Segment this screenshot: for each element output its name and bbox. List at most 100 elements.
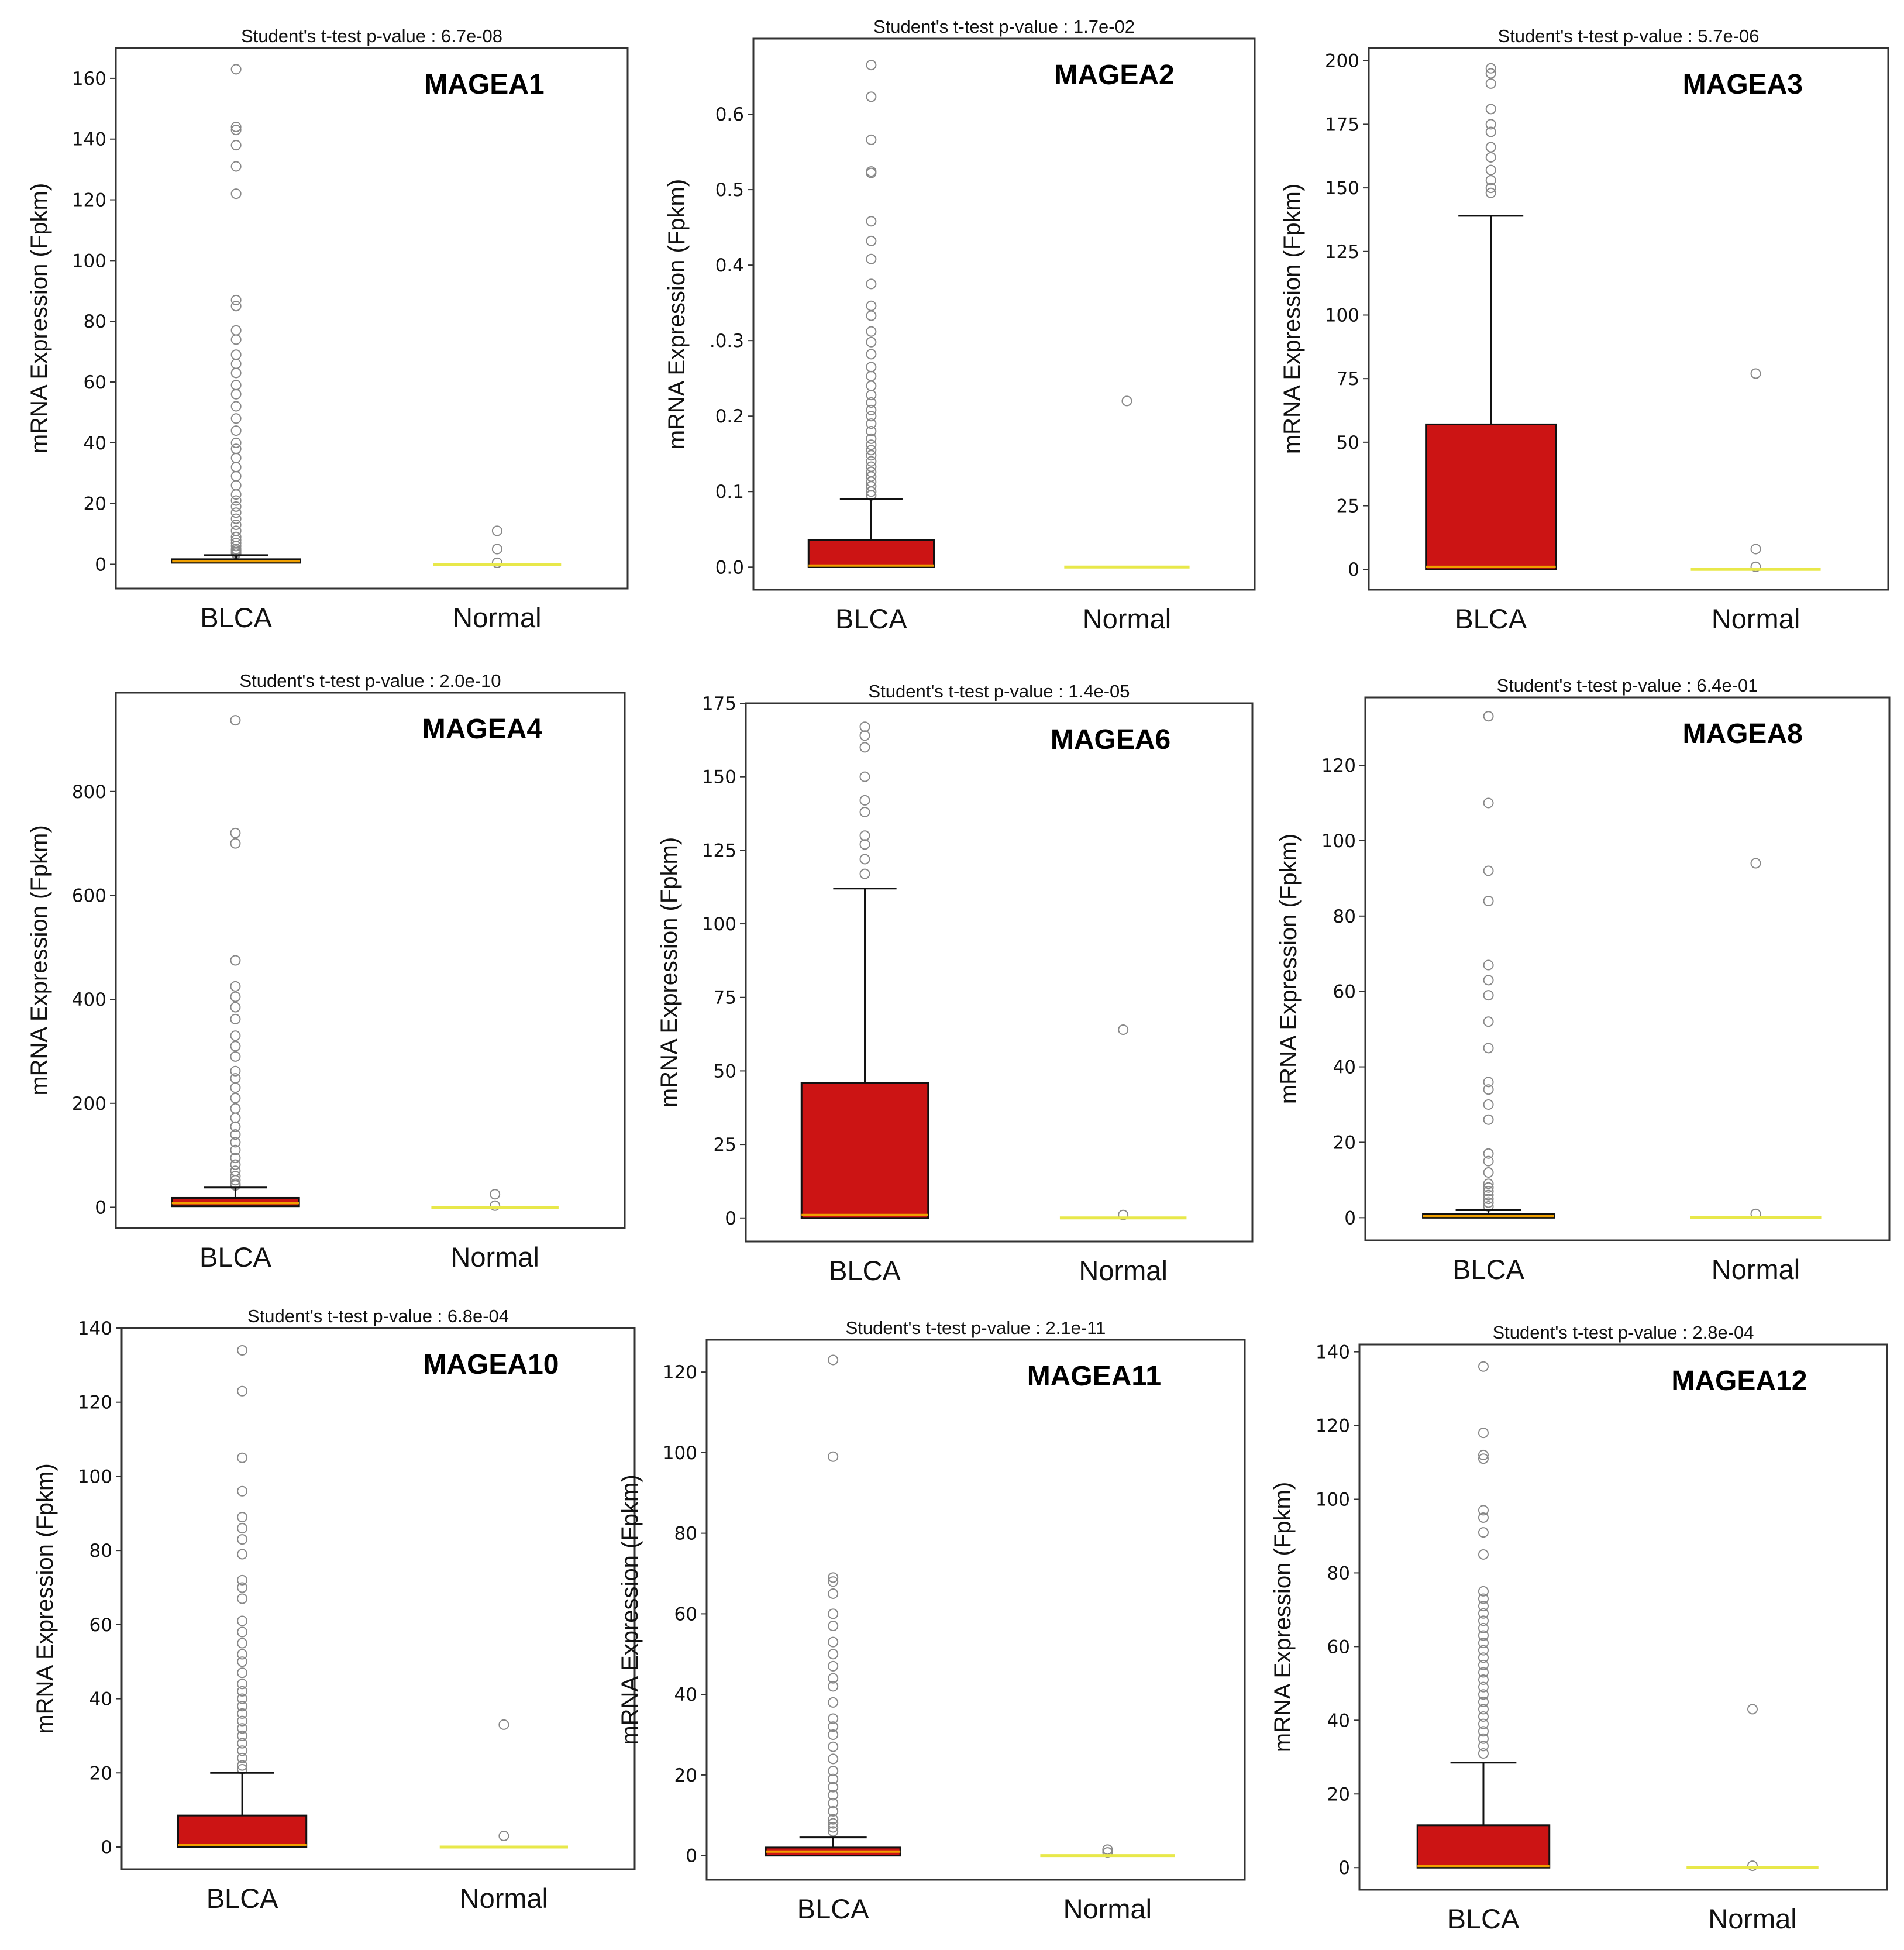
outlier-point [866,167,877,178]
outlier-point [237,1667,248,1679]
outlier-point [230,301,242,312]
outlier-point [237,1593,248,1604]
outlier-point [237,1574,248,1586]
y-tick-label: 150 [1325,178,1359,199]
gene-label: MAGEA8 [1682,718,1802,749]
y-tick-label: 40 [84,433,106,454]
outlier-point [230,1013,241,1024]
outlier-point [859,771,870,782]
x-category-label: BLCA [829,1255,901,1286]
outlier-point [230,1175,241,1186]
outlier-point [828,1451,839,1462]
outlier-point [828,1588,839,1599]
outlier-point [866,439,877,450]
outlier-point [1118,1209,1129,1220]
outlier-point [866,426,877,437]
y-tick-label: .0.3 [710,331,744,352]
outlier-point [237,1745,248,1756]
plot-frame [705,1339,1246,1881]
outlier-point [859,807,870,818]
outlier-point [828,1782,839,1793]
y-tick-label: 100 [702,914,736,935]
box-blca [807,539,935,568]
x-category-label: Normal [1712,603,1800,634]
outlier-point [1483,1016,1494,1027]
y-tick-label: 75 [714,988,736,1009]
outlier-point [1478,1711,1489,1722]
outlier-point [828,1741,839,1752]
y-tick-label: 50 [1337,432,1359,453]
outlier-point [1478,1726,1489,1737]
outlier-point [828,1713,839,1724]
outlier-point [1478,1659,1489,1670]
outlier-point [237,1582,248,1593]
outlier-point [237,1549,248,1560]
x-category-label: Normal [1708,1903,1796,1934]
outlier-point [1747,1704,1758,1715]
y-tick-label: 50 [714,1061,736,1082]
outlier-point [237,1752,248,1763]
outlier-point [230,955,241,966]
outlier-point [491,525,502,536]
y-axis-label: mRNA Expression (Fpkm) [617,1474,643,1745]
y-tick-label: 140 [72,129,106,150]
outlier-point [1478,1361,1489,1372]
outlier-point [1485,164,1496,176]
y-tick-label: 175 [1325,114,1359,135]
outlier-point [1478,1733,1489,1744]
outlier-point [230,1051,241,1062]
outlier-point [1478,1549,1489,1560]
outlier-point [1483,1043,1494,1054]
outlier-point [230,541,242,552]
outlier-point [866,278,877,290]
outlier-point [866,336,877,348]
outlier-point [1485,119,1496,130]
outlier-point [1483,1197,1494,1208]
chart-title: Student's t-test p-value : 2.0e-10 [239,670,501,691]
outlier-point [1750,544,1761,555]
outlier-point [828,1773,839,1784]
y-tick-label: 60 [84,372,106,393]
y-tick-label: 40 [1333,1057,1356,1078]
chart-title: Student's t-test p-value : 6.7e-08 [241,26,502,46]
plot-frame [115,47,629,590]
outlier-point [1750,561,1761,572]
outlier-point [1478,1453,1489,1464]
y-tick-label: 80 [1327,1563,1350,1584]
outlier-point [866,91,877,102]
outlier-point [1485,183,1496,194]
outlier-point [230,367,242,379]
outlier-point [237,1760,248,1771]
outlier-point [866,433,877,444]
outlier-point [230,1137,241,1148]
chart-title: Student's t-test p-value : 2.8e-04 [1492,1322,1754,1343]
outlier-point [1485,68,1496,79]
outlier-point [828,1636,839,1648]
gene-label: MAGEA4 [422,714,543,745]
box-blca [177,1814,308,1848]
outlier-point [1478,1449,1489,1460]
outlier-point [1485,78,1496,89]
outlier-point [237,1730,248,1741]
gene-label: MAGEA11 [1027,1361,1161,1392]
outlier-point [1483,896,1494,906]
outlier-point [1483,711,1494,722]
y-tick-label: 140 [1316,1342,1350,1363]
outlier-point [1478,1652,1489,1663]
outlier-point [866,450,877,461]
y-tick-label: 80 [84,311,106,332]
plot-frame [1364,696,1891,1241]
outlier-point [866,235,877,246]
outlier-point [237,1656,248,1667]
y-tick-label: 100 [1325,305,1359,326]
outlier-point [237,1686,248,1697]
x-category-label: BLCA [199,1241,271,1273]
outlier-point [237,1693,248,1704]
outlier-point [866,456,877,467]
outlier-point [1478,1593,1489,1604]
y-tick-label: 600 [72,885,106,906]
outlier-point [237,1738,248,1749]
y-tick-label: 120 [663,1362,697,1383]
